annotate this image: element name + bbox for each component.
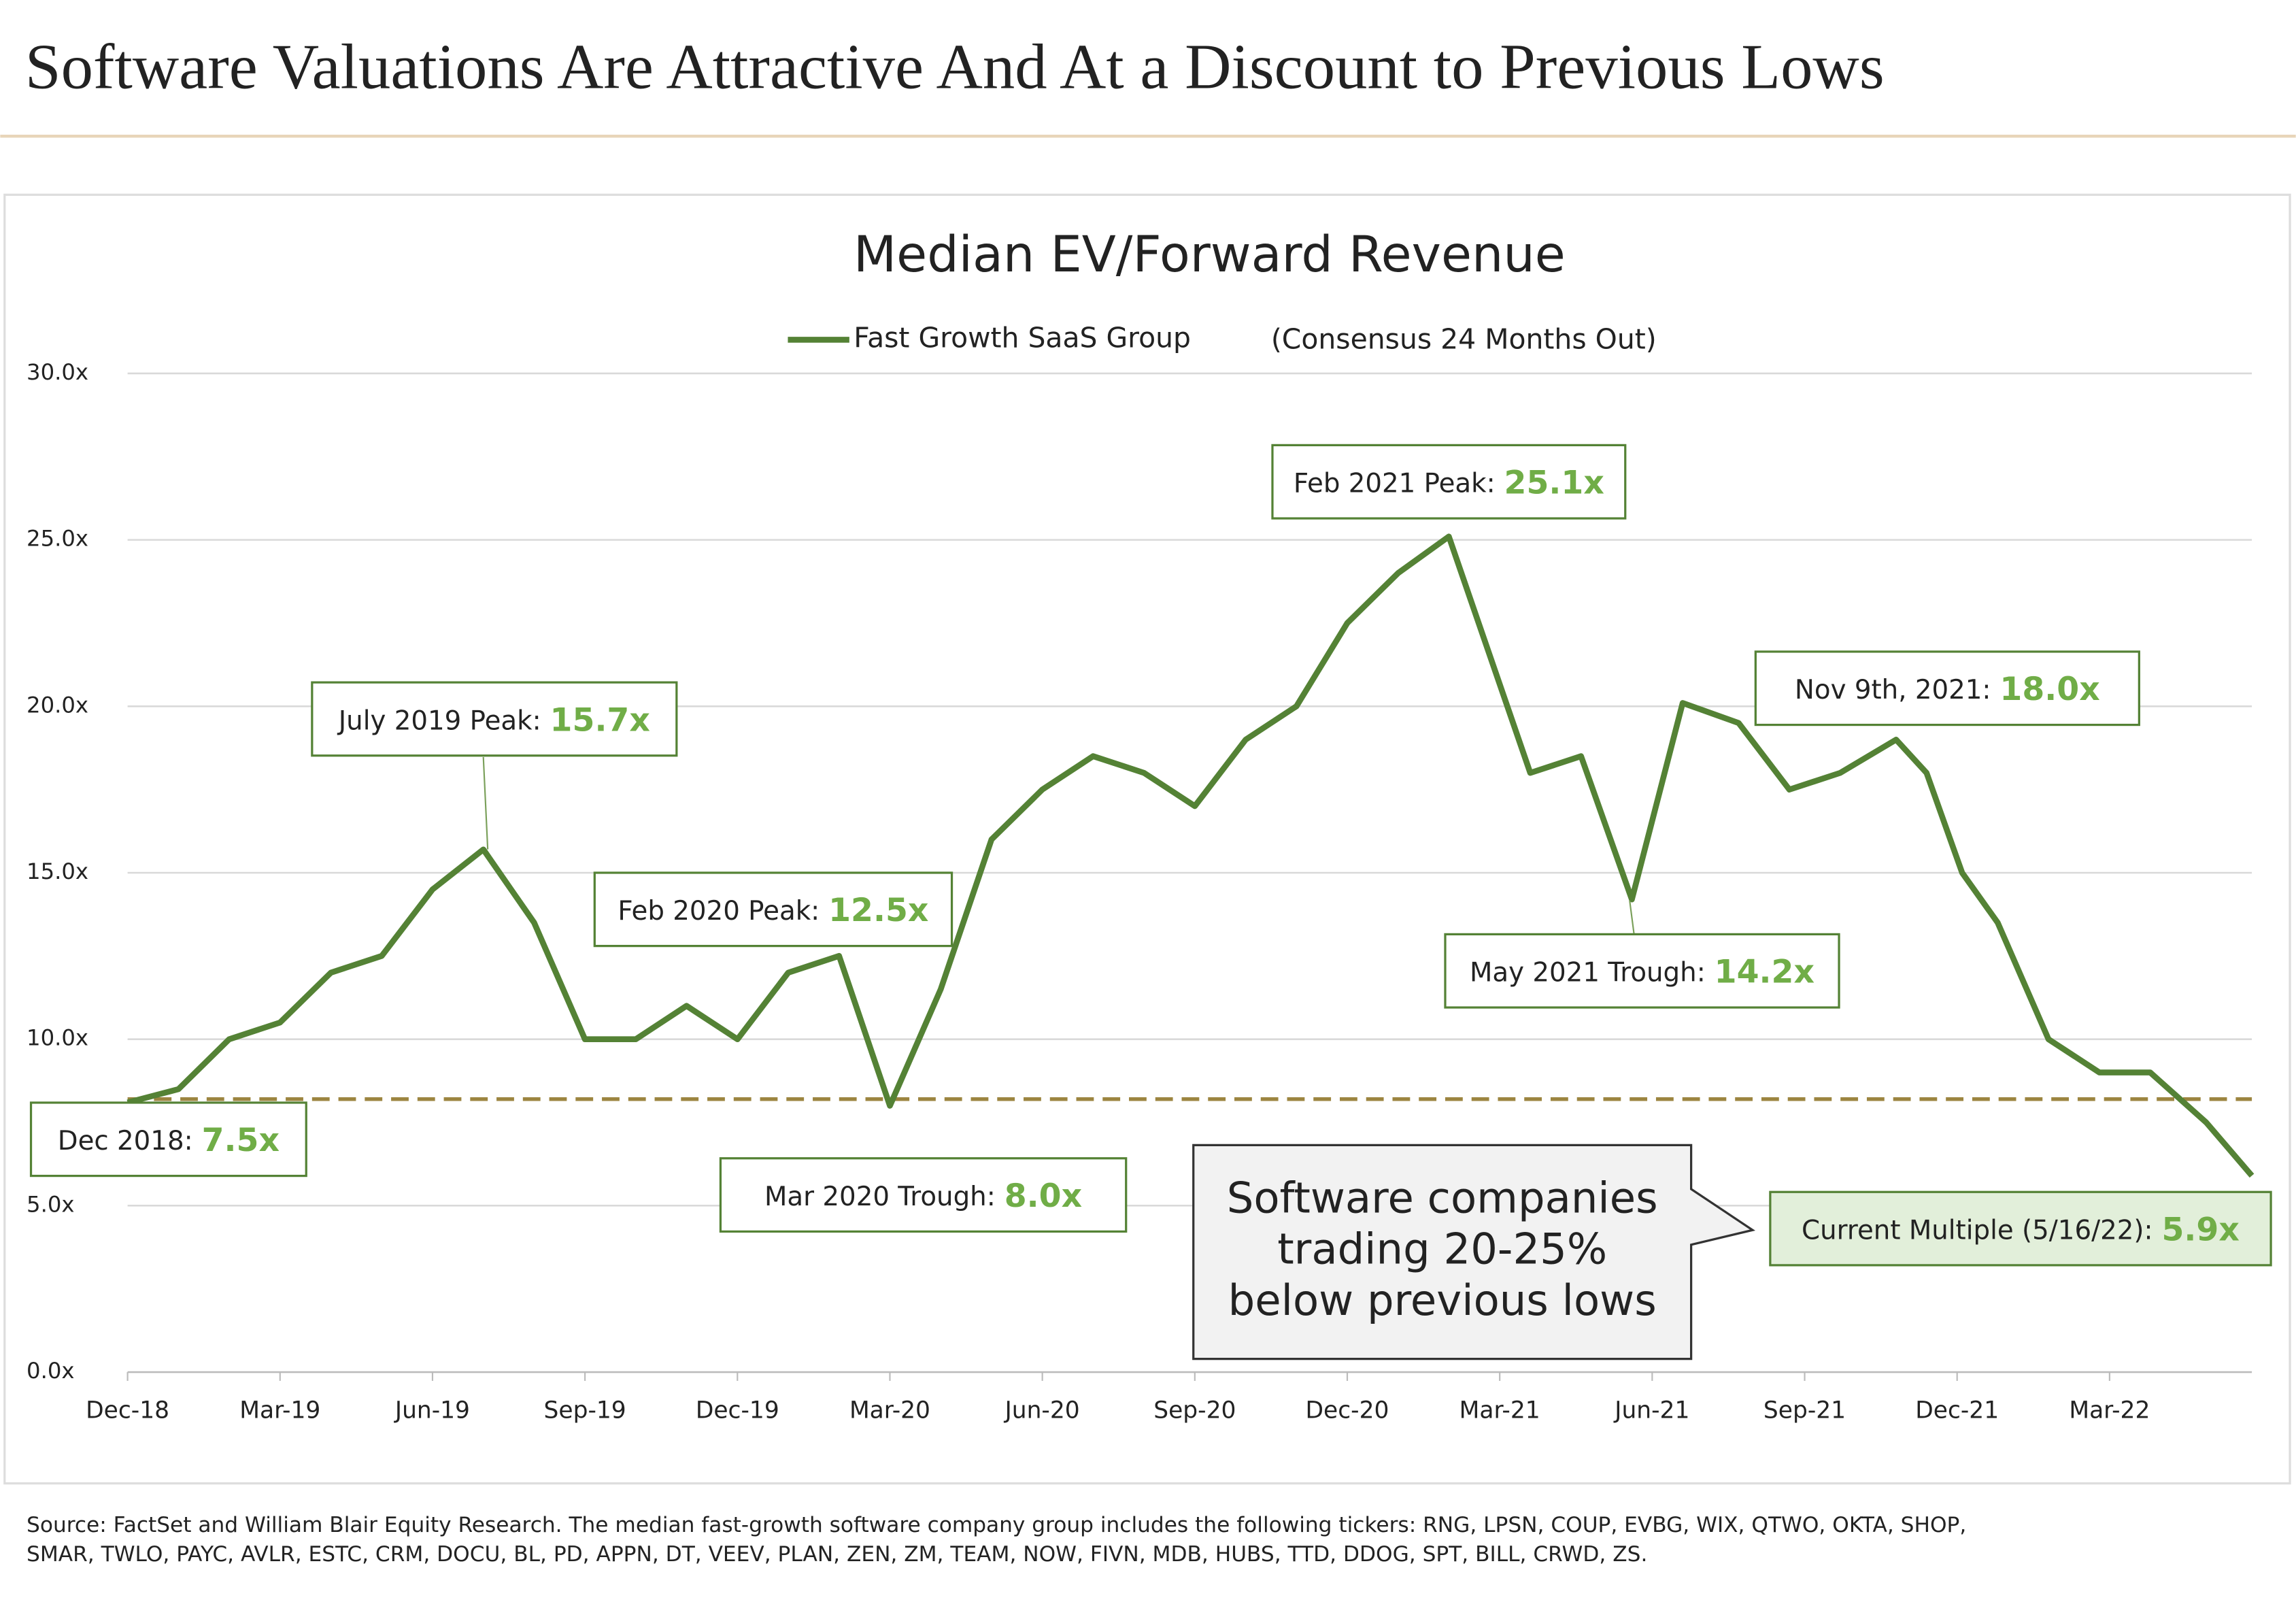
callout-box [1192, 1144, 1756, 1361]
y-tick-label: 5.0x [27, 1191, 74, 1217]
chart-frame [3, 193, 2291, 1485]
plot: 0.0x 5.0x 10.0x 15.0x 20.0x 25.0x 30.0x Dec-18 M… [27, 359, 2255, 1424]
annotation-label: July 2019 Peak: [337, 705, 541, 736]
annotation-value: 14.2x [1715, 954, 1814, 991]
legend-note: (Consensus 24 Months Out) [1271, 323, 1657, 356]
y-tick-label: 30.0x [27, 359, 88, 385]
annotation-label: Dec 2018: [58, 1126, 193, 1156]
annotation-box [29, 1101, 307, 1178]
annotation: Dec 2018: 7.5x [58, 1122, 280, 1159]
annotation-box [1444, 933, 1840, 1009]
annotation-box [719, 1157, 1128, 1233]
y-tick-label: 10.0x [27, 1025, 88, 1051]
x-tick-label: Dec-21 [1915, 1397, 1999, 1424]
annotations: July 2019 Peak: 15.7x Feb 2020 Peak: 12.5x D… [29, 444, 2272, 1267]
annotation-value: 7.5x [202, 1122, 280, 1159]
annotation: July 2019 Peak: 15.7x [337, 701, 650, 739]
annotation: May 2021 Trough: 14.2x [1470, 954, 1814, 991]
callout-text: below previous lows [1228, 1275, 1657, 1325]
source-note: SMAR, TWLO, PAYC, AVLR, ESTC, CRM, DOCU,… [27, 1542, 1647, 1567]
x-tick-label: Mar-20 [849, 1397, 930, 1424]
callout-text: Software companies [1227, 1173, 1658, 1222]
annotation-value: 12.5x [828, 892, 928, 929]
annotation-label: Mar 2020 Trough: [764, 1181, 996, 1212]
annotation: Feb 2021 Peak: 25.1x [1294, 465, 1604, 502]
x-tick-label: Sep-21 [1763, 1397, 1846, 1424]
x-tick-label: Jun-21 [1613, 1397, 1689, 1424]
x-tick-label: Jun-20 [1004, 1397, 1080, 1424]
leader-line [1629, 900, 1635, 935]
y-tick-label: 0.0x [27, 1358, 74, 1384]
annotation-label: Feb 2021 Peak: [1294, 468, 1496, 499]
annotation: Mar 2020 Trough: 8.0x [764, 1178, 1082, 1215]
x-tick-label: Dec-18 [86, 1397, 169, 1424]
x-tick-label: Mar-22 [2069, 1397, 2150, 1424]
annotation-value: 15.7x [550, 701, 650, 739]
x-tick-label: Jun-19 [394, 1397, 470, 1424]
annotation-label: May 2021 Trough: [1470, 957, 1706, 988]
legend-entry: Fast Growth SaaS Group [854, 321, 1191, 354]
annotation-label: Current Multiple (5/16/22): [1802, 1215, 2153, 1246]
series-line [126, 533, 2255, 1178]
annotation-label: Feb 2020 Peak: [618, 896, 820, 927]
page-title: Software Valuations Are Attractive And A… [25, 31, 1885, 102]
x-tick-label: Mar-21 [1459, 1397, 1540, 1424]
annotation-value: 5.9x [2162, 1211, 2240, 1248]
annotation-box [311, 681, 678, 757]
x-tick-label: Mar-19 [239, 1397, 320, 1424]
x-tick-label: Sep-19 [544, 1397, 626, 1424]
callout-text: trading 20-25% [1277, 1224, 1607, 1274]
annotation-value: 18.0x [1999, 671, 2099, 708]
annotation: Current Multiple (5/16/22): 5.9x [1802, 1211, 2240, 1248]
annotation-label: Nov 9th, 2021: [1795, 675, 1991, 705]
annotation-value: 8.0x [1004, 1178, 1082, 1215]
annotation-box [593, 871, 953, 948]
source-note: Source: FactSet and William Blair Equity… [27, 1513, 1966, 1537]
annotation-box [1769, 1190, 2272, 1267]
annotation: Nov 9th, 2021: 18.0x [1795, 671, 2100, 708]
y-tick-label: 20.0x [27, 692, 88, 718]
leader-line [482, 756, 489, 850]
annotation-box [1271, 444, 1627, 520]
y-tick-label: 15.0x [27, 858, 88, 884]
y-tick-label: 25.0x [27, 526, 88, 552]
chart-title: Median EV/Forward Revenue [854, 226, 1566, 284]
x-tick-label: Dec-20 [1306, 1397, 1389, 1424]
x-tick-label: Dec-19 [696, 1397, 779, 1424]
x-tick-label: Sep-20 [1153, 1397, 1236, 1424]
annotation-box [1754, 650, 2140, 727]
annotation: Feb 2020 Peak: 12.5x [618, 892, 928, 929]
annotation-value: 25.1x [1504, 465, 1604, 502]
